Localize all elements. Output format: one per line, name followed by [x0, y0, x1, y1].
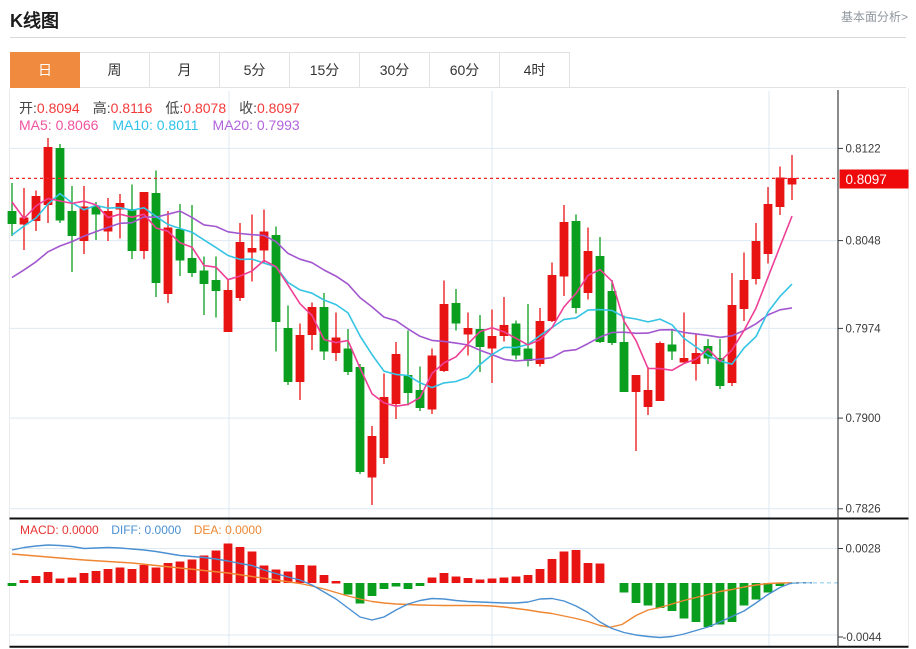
svg-text:0.7974: 0.7974 — [846, 323, 882, 335]
svg-text:-0.0044: -0.0044 — [843, 632, 883, 644]
svg-text:0.7900: 0.7900 — [846, 413, 881, 425]
svg-text:0.0028: 0.0028 — [846, 543, 881, 555]
svg-text:0.8097: 0.8097 — [846, 172, 887, 187]
svg-text:0.8048: 0.8048 — [846, 236, 881, 248]
svg-text:0.7826: 0.7826 — [846, 504, 881, 516]
svg-text:0.8122: 0.8122 — [846, 143, 881, 155]
